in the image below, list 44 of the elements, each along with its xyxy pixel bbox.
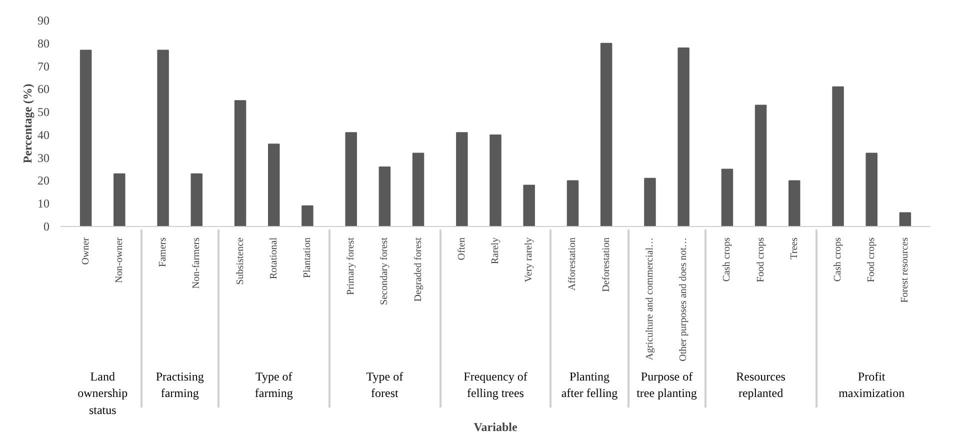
y-tick-label: 70 (38, 59, 50, 74)
x-tick-label: Afforestation (567, 237, 578, 291)
y-tick-label: 90 (38, 14, 50, 28)
text: Purpose of tree planting (636, 369, 697, 400)
y-tick-label: 50 (38, 105, 50, 120)
x-tick-label: Rarely (490, 238, 501, 264)
x-tick-label: Plantation (302, 237, 313, 278)
y-tick-label: 0 (44, 220, 50, 234)
x-tick-label: Forest resources (900, 237, 911, 303)
text: Resources replanted (736, 369, 786, 400)
y-tick-label: 80 (38, 36, 50, 50)
y-tick-label: 30 (38, 150, 50, 165)
x-tick-label: Owner (80, 236, 92, 265)
x-tick-label: Cash crops (832, 237, 844, 282)
x-axis-title: Variable (474, 420, 518, 434)
text: Frequency of felling trees (464, 369, 528, 400)
x-tick-label: Rotational (268, 237, 280, 280)
y-tick-label: 20 (38, 174, 50, 188)
text: Practising farming (156, 369, 204, 400)
x-tick-label: Non-owner (114, 236, 125, 284)
text: Profit maximization (838, 369, 905, 400)
x-tick-label: Primary forest (346, 237, 357, 295)
x-tick-label: Deforestation (600, 237, 612, 292)
x-tick-label: Famers (158, 237, 169, 267)
x-tick-label: Other purposes and does not… (678, 237, 690, 362)
y-tick-label: 60 (38, 82, 50, 96)
x-tick-label: Often (456, 237, 468, 260)
x-tick-label: Food crops (866, 237, 878, 282)
y-tick-label: 40 (38, 128, 50, 142)
x-tick-label: Degraded forest (412, 237, 424, 302)
x-tick-label: Very rarely (524, 237, 535, 282)
y-axis-title: Percentage (%) (20, 84, 34, 164)
x-tick-label: Agriculture and commercial… (644, 237, 656, 360)
text: Land ownership status (78, 369, 128, 417)
x-tick-label: Secondary forest (379, 237, 390, 305)
x-tick-label: Non-farmers (191, 237, 202, 289)
text: Type of farming (254, 369, 293, 400)
x-tick-label: Subsistence (234, 236, 246, 285)
x-tick-label: Trees (788, 237, 800, 260)
y-tick-label: 10 (38, 196, 50, 211)
x-tick-label: Cash crops (722, 237, 733, 282)
x-tick-label: Food crops (755, 237, 766, 282)
text: Planting after felling (561, 369, 618, 400)
text: Type of forest (366, 369, 404, 400)
